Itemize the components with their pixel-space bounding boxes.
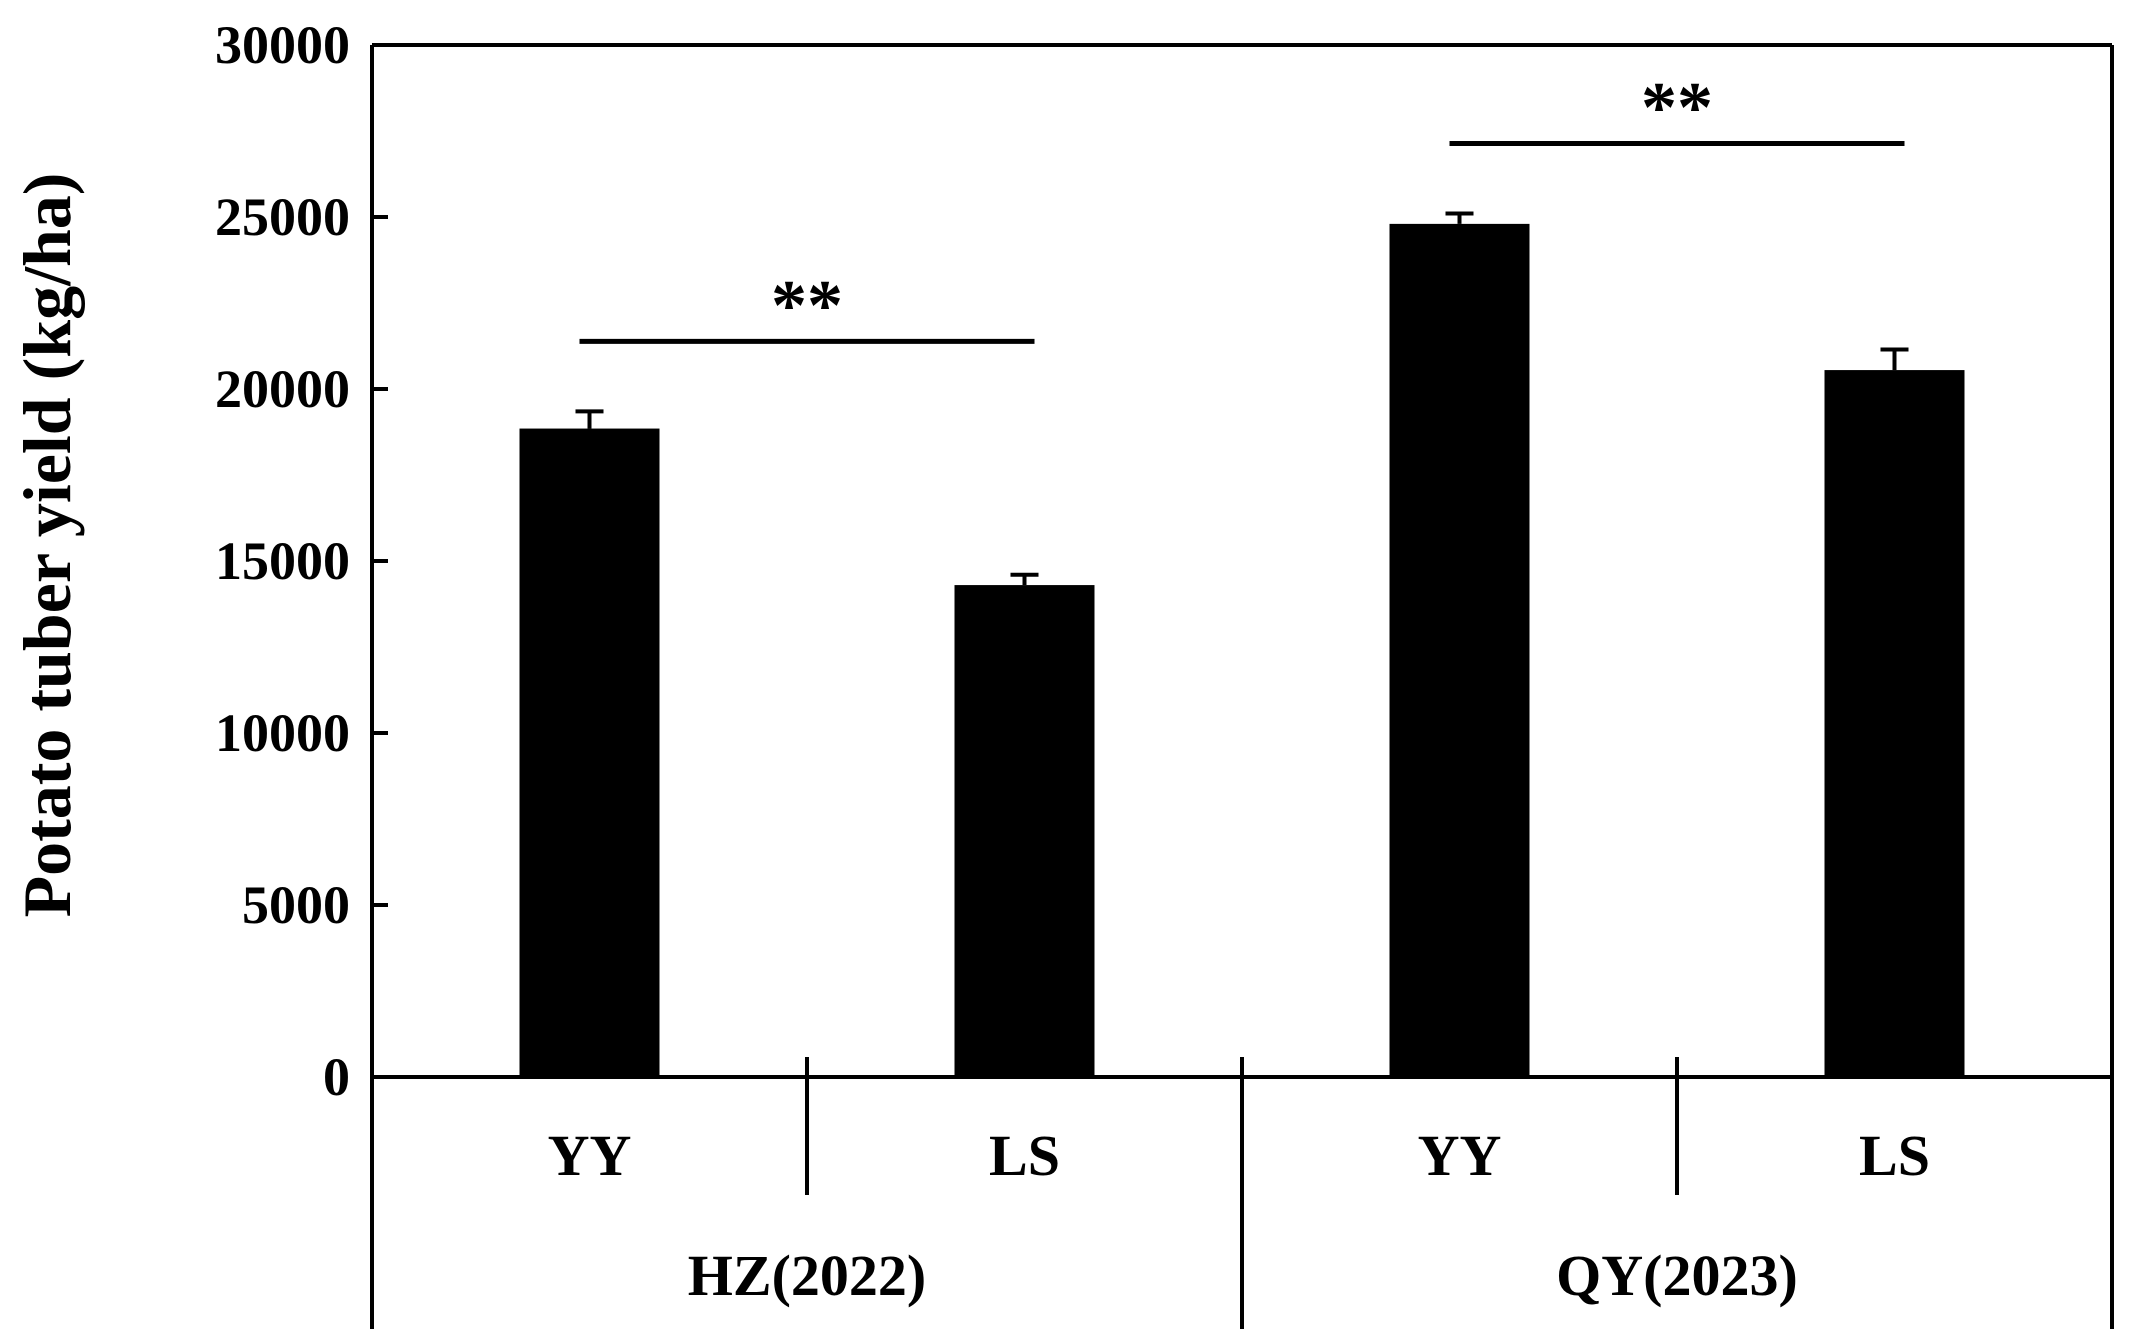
y-axis-label: Potato tuber yield (kg/ha) [9,173,85,918]
group-label: QY(2023) [1556,1243,1798,1308]
bar [1389,223,1530,1077]
y-tick-label: 5000 [242,875,350,935]
y-tick-label: 30000 [215,15,350,75]
y-tick-label: 10000 [215,703,350,763]
significance-marker: ** [771,265,843,345]
y-tick-label: 15000 [215,531,350,591]
bar [954,585,1095,1077]
category-label: YY [548,1123,632,1188]
category-label: LS [989,1123,1060,1188]
bar [1824,370,1965,1078]
bar [519,428,660,1077]
group-label: HZ(2022) [688,1243,926,1308]
category-label: YY [1418,1123,1502,1188]
significance-marker: ** [1641,68,1713,148]
plot-frame [370,43,2114,1329]
y-tick-label: 20000 [215,359,350,419]
y-tick-label: 25000 [215,187,350,247]
y-tick-label: 0 [323,1047,350,1107]
category-label: LS [1859,1123,1930,1188]
